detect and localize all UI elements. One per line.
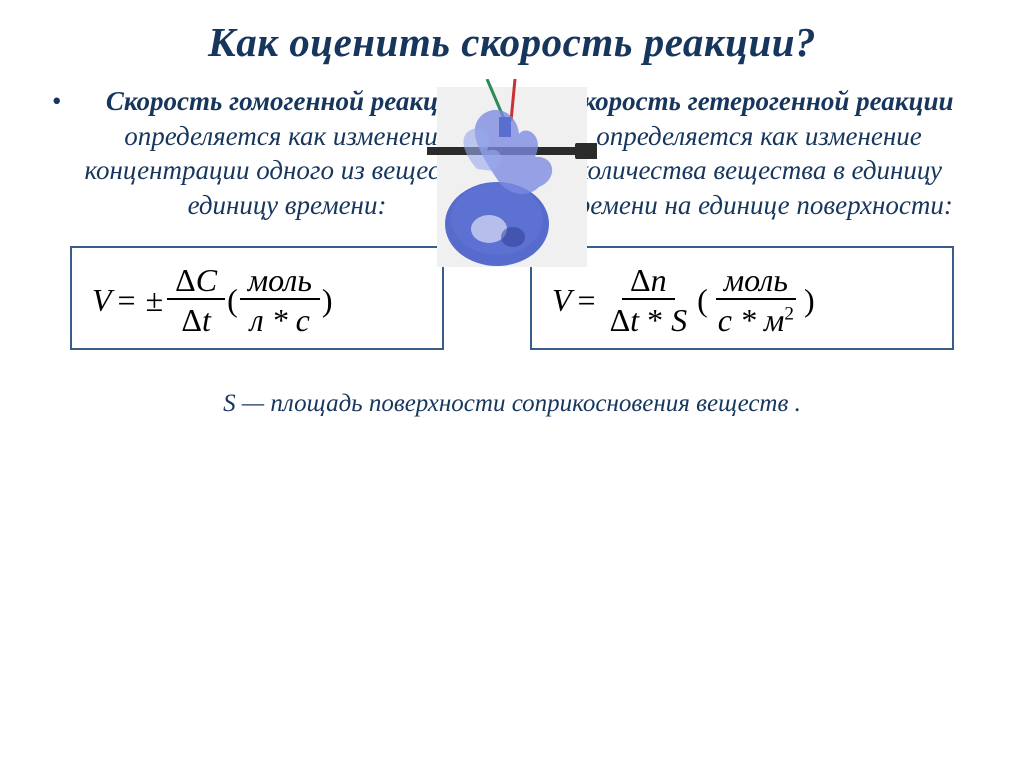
formula-left-units: моль л * c	[240, 262, 320, 338]
frac-den: Δt	[173, 300, 218, 338]
content-columns: Скорость гомогенной реакции определяется…	[40, 84, 984, 222]
left-heading: Скорость гомогенной реакции	[106, 86, 468, 116]
frac-num: ΔC	[167, 262, 225, 300]
unit-den: л * c	[242, 300, 318, 338]
unit-num: моль	[240, 262, 320, 300]
plus-minus: ±	[146, 282, 164, 319]
formula-left: V = ± ΔC Δt ( моль л * c )	[70, 246, 444, 350]
open-paren: (	[697, 282, 708, 319]
close-paren: )	[322, 282, 333, 319]
footnote: S — площадь поверхности соприкосновения …	[40, 390, 984, 418]
right-heading: Скорость гетерогенной реакции	[564, 86, 953, 116]
frac-num: Δn	[622, 262, 675, 300]
flask-illustration	[427, 79, 597, 274]
frac-den: Δt * S	[602, 300, 695, 338]
open-paren: (	[227, 282, 238, 319]
formula-right-units: моль c * м2	[710, 262, 802, 338]
equals-sign: =	[118, 282, 136, 319]
formula-left-lhs: V	[92, 282, 112, 319]
slide-title: Как оценить скорость реакции?	[40, 18, 984, 66]
formula-right-frac: Δn Δt * S	[602, 262, 695, 338]
close-paren: )	[804, 282, 815, 319]
formula-left-frac: ΔC Δt	[167, 262, 225, 338]
equals-sign: =	[578, 282, 596, 319]
unit-den: c * м2	[710, 300, 802, 338]
right-body: определяется как изменение количества ве…	[565, 121, 953, 220]
unit-num: моль	[716, 262, 796, 300]
formula-right-lhs: V	[552, 282, 572, 319]
